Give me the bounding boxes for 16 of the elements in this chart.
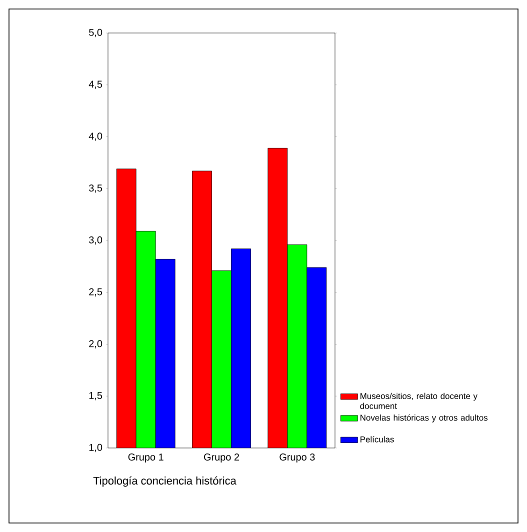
y-tick-label: 1,5 [89, 392, 102, 400]
y-tick-label: 1,0 [89, 444, 102, 452]
y-tick-label: 4,5 [88, 80, 102, 89]
x-axis-title: Tipología conciencia histórica [93, 476, 236, 487]
y-tick-label: 3,0 [89, 236, 102, 245]
legend-label: Películas [360, 436, 394, 442]
x-tick-label: Grupo 3 [280, 454, 315, 463]
y-tick-label: 3,5 [89, 184, 102, 193]
y-tick-label: 4,0 [88, 132, 102, 141]
x-tick-label: Grupo 1 [128, 454, 164, 463]
legend-label: Novelas históricas y otros adultos [360, 414, 488, 422]
y-tick-label: 2,0 [89, 340, 102, 348]
y-tick-label: 5,0 [89, 28, 102, 38]
x-tick-label: Grupo 2 [204, 454, 239, 463]
y-tick-label: 2,5 [89, 288, 102, 296]
legend-label: Museos/sitios, relato docente y document [360, 392, 478, 409]
